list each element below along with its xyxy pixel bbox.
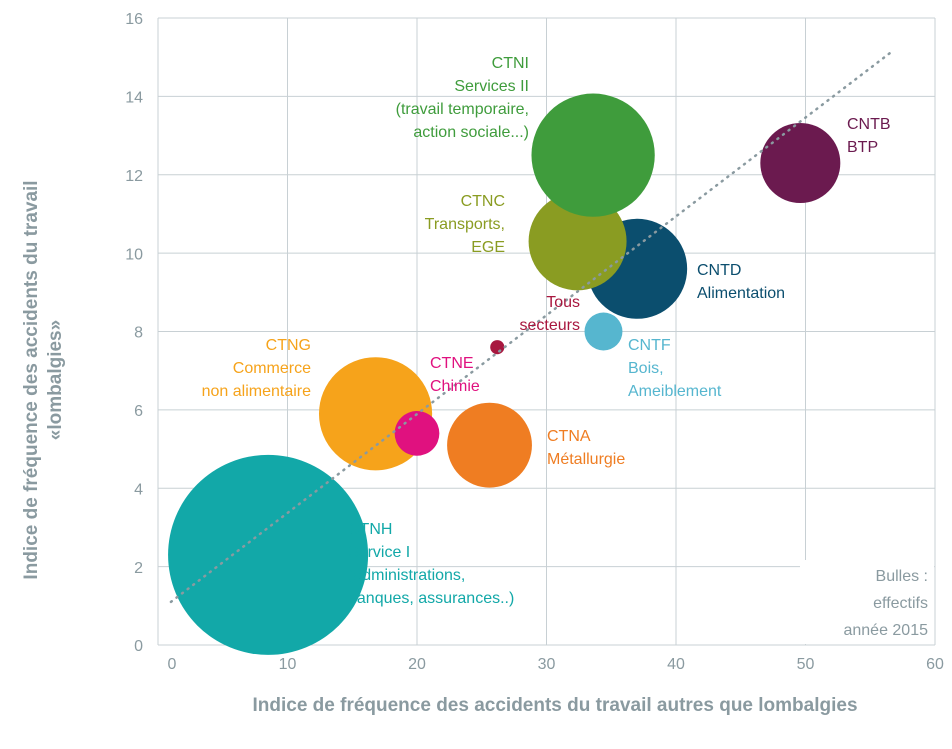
- x-tick-label: 30: [538, 656, 556, 673]
- bubble: [447, 402, 532, 488]
- bubble-label: CTNC: [461, 193, 505, 210]
- bubble-label: Métallurgie: [547, 451, 625, 468]
- note: Bulles :: [876, 568, 928, 585]
- bubble-label: banques, assurances..): [348, 590, 514, 607]
- bubble-label: EGE: [471, 239, 505, 256]
- bubble: [531, 93, 655, 217]
- bubble: [168, 454, 369, 655]
- bubble-label: Transports,: [425, 216, 505, 233]
- bubble-label: Service I: [348, 544, 410, 561]
- bubble-label: Chimie: [430, 378, 480, 395]
- y-axis-title: Indice de fréquence des accidents du tra…: [21, 180, 42, 579]
- bubble: [584, 312, 623, 351]
- note-box: [800, 560, 934, 644]
- bubble-label: Alimentation: [697, 285, 785, 302]
- bubble-label: BTP: [847, 139, 878, 156]
- y-tick-label: 4: [134, 481, 143, 498]
- note: effectifs: [873, 595, 928, 612]
- y-tick-label: 2: [134, 560, 143, 577]
- bubble-label: CNTB: [847, 116, 891, 133]
- x-tick-label: 50: [797, 656, 815, 673]
- bubble-label: Ameiblement: [628, 383, 722, 400]
- y-tick-label: 10: [125, 246, 143, 263]
- bubble-label: CTNE: [430, 355, 474, 372]
- bubble-label: CTNH: [348, 521, 392, 538]
- bubble-label: CTNA: [547, 428, 591, 445]
- note: année 2015: [843, 622, 928, 639]
- y-tick-label: 8: [134, 325, 143, 342]
- bubble-label: CTNG: [266, 337, 311, 354]
- bubble-label: Bois,: [628, 360, 664, 377]
- marks: [168, 52, 891, 655]
- bubble-label: CTNI: [492, 55, 529, 72]
- bubble-label: (administrations,: [348, 567, 465, 584]
- x-tick-label: 40: [667, 656, 685, 673]
- y-axis-title: «lombalgies»: [45, 320, 66, 440]
- y-tick-label: 14: [125, 90, 143, 107]
- y-tick-label: 6: [134, 403, 143, 420]
- bubble-label: Services II: [454, 78, 529, 95]
- bubble-label: (travail temporaire,: [396, 101, 529, 118]
- bubble-label: non alimentaire: [202, 383, 312, 400]
- bubble: [394, 411, 440, 456]
- x-tick-label: 20: [408, 656, 426, 673]
- x-tick-label: 0: [168, 656, 177, 673]
- x-axis-title: Indice de fréquence des accidents du tra…: [252, 695, 857, 716]
- bubble: [760, 122, 841, 203]
- bubble-label: secteurs: [520, 317, 580, 334]
- bubble-label: Commerce: [233, 360, 311, 377]
- y-tick-label: 0: [134, 638, 143, 655]
- bubble: [490, 340, 505, 355]
- bubble-label: CNTF: [628, 337, 671, 354]
- bubble-label: CNTD: [697, 262, 741, 279]
- y-tick-label: 16: [125, 11, 143, 28]
- x-tick-label: 10: [279, 656, 297, 673]
- bubble: [528, 192, 627, 291]
- x-tick-label: 60: [926, 656, 944, 673]
- bubble-label: action sociale...): [413, 124, 529, 141]
- y-tick-label: 12: [125, 168, 143, 185]
- bubble-label: Tous: [546, 294, 580, 311]
